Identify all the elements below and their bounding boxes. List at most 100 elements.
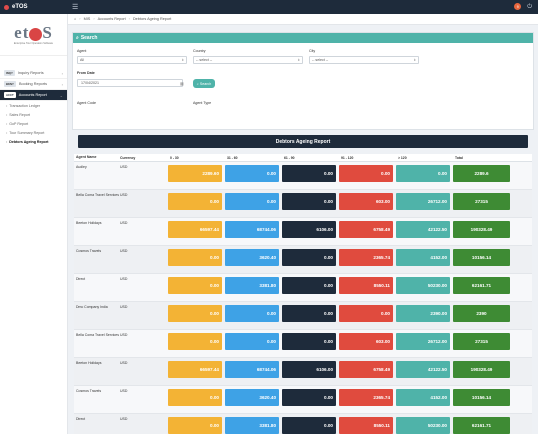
bullet-icon: • <box>6 139 8 144</box>
value-cell-wrap: 0.00 <box>168 333 225 350</box>
search-button[interactable]: ⌕ Search <box>193 79 215 88</box>
sidebar-sub-transaction-ledger[interactable]: • Transaction Ledger <box>6 103 41 108</box>
ageing-value-cell: 0.00 <box>282 249 336 266</box>
sidebar-sub-sales-report[interactable]: • Sales Report <box>6 112 31 117</box>
notification-badge[interactable]: 9 <box>514 3 522 10</box>
sidebar-item-booking-reports[interactable]: BKNY Booking Reports › <box>0 79 67 90</box>
country-select[interactable]: -- select -- ⇕ <box>193 56 303 64</box>
value-cell-wrap: 0.00 <box>168 417 225 434</box>
ageing-value-cell: 3620.40 <box>225 249 279 266</box>
currency-cell: USD <box>120 221 128 225</box>
total-cell: 2390 <box>453 305 510 322</box>
value-cell-wrap: 3620.40 <box>225 389 282 406</box>
currency-cell: USD <box>120 333 128 337</box>
sidebar-logo: et S Enterprise Tour Operation Software <box>0 14 67 56</box>
value-cell-wrap: 8550.11 <box>339 277 396 294</box>
ageing-value-cell: 6758.49 <box>339 361 393 378</box>
value-cell-wrap: 66597.44 <box>168 361 225 378</box>
value-cell-wrap: 3381.80 <box>225 277 282 294</box>
home-icon[interactable]: ⌂ <box>74 17 77 21</box>
ageing-value-cell: 66597.44 <box>168 221 222 238</box>
ageing-table: Agent Name Currency 0 - 30 31 - 60 61 - 90 91… <box>74 154 532 434</box>
select-arrow-icon: ⇕ <box>413 58 416 62</box>
column-header: > 120 <box>398 155 407 160</box>
ageing-value-cell: 0.00 <box>282 389 336 406</box>
ageing-value-cell: 26712.00 <box>396 193 450 210</box>
report-title: Debtors Ageing Report <box>78 135 528 148</box>
total-cell: 27315 <box>453 333 510 350</box>
value-cell-wrap: 27315 <box>453 193 510 210</box>
ageing-value-cell: 0.00 <box>168 417 222 434</box>
table-row: Audley USD 2289.60 0.00 0.00 0.00 0.00 2289.6 <box>74 162 532 190</box>
breadcrumb-item-accounts-report[interactable]: Accounts Report <box>97 17 126 21</box>
breadcrumb: ⌂ › MIS › Accounts Report › Debtors Agei… <box>68 14 538 25</box>
sidebar-sub-gop-report[interactable]: • GoP Report <box>6 121 29 126</box>
ageing-value-cell: 0.00 <box>282 305 336 322</box>
value-cell-wrap: 0.00 <box>168 193 225 210</box>
select-arrow-icon: ⇕ <box>181 58 184 62</box>
brand[interactable]: eTOS <box>0 0 68 14</box>
power-icon[interactable]: ⏻ <box>527 3 532 10</box>
table-row: Bella Coma Travel Services USD 0.00 0.00 0.0… <box>74 190 532 218</box>
ageing-value-cell: 0.00 <box>168 305 222 322</box>
breadcrumb-separator: › <box>93 17 95 21</box>
ageing-value-cell: 6758.49 <box>339 221 393 238</box>
bullet-icon: • <box>6 121 8 126</box>
hamburger-menu-icon[interactable]: ☰ <box>72 3 79 11</box>
search-panel-header: ⌕ Search <box>73 33 533 43</box>
value-cell-wrap: 0.00 <box>282 249 339 266</box>
currency-cell: USD <box>120 193 128 197</box>
table-row: Beeton Holidays USD 66597.44 68744.06 6106.0… <box>74 358 532 386</box>
ageing-value-cell: 2390.00 <box>396 305 450 322</box>
breadcrumb-separator: › <box>128 17 130 21</box>
table-body: Audley USD 2289.60 0.00 0.00 0.00 0.00 2289.6 Be… <box>74 162 532 434</box>
agent-type-label: Agent Type <box>193 101 212 105</box>
city-select[interactable]: -- select -- ⇕ <box>309 56 419 64</box>
value-cell-wrap: 0.00 <box>225 333 282 350</box>
search-panel: ⌕ Search Agent All ⇕ Country -- select --… <box>72 32 534 130</box>
logo-tagline: Enterprise Tour Operation Software <box>13 42 54 45</box>
ageing-value-cell: 603.00 <box>339 333 393 350</box>
main-content: ⌂ › MIS › Accounts Report › Debtors Agei… <box>68 14 538 434</box>
agent-select[interactable]: All ⇕ <box>77 56 187 64</box>
ageing-value-cell: 0.00 <box>225 165 279 182</box>
sidebar-item-accounts-report[interactable]: ACCT Accounts Report ⌄ <box>0 90 67 101</box>
ageing-value-cell: 0.00 <box>168 249 222 266</box>
value-cell-wrap: 62161.71 <box>453 417 510 434</box>
total-cell: 10156.14 <box>453 389 510 406</box>
chevron-down-icon: ⌄ <box>59 92 63 98</box>
currency-cell: USD <box>120 277 128 281</box>
calendar-icon[interactable]: ▦ <box>180 81 184 86</box>
total-cell: 62161.71 <box>453 277 510 294</box>
search-icon: ⌕ <box>76 35 79 41</box>
table-row: Beeton Holidays USD 66597.44 68744.06 6106.0… <box>74 218 532 246</box>
from-date-input[interactable]: 17/04/2021 <box>77 79 183 87</box>
value-cell-wrap: 6758.49 <box>339 221 396 238</box>
column-header: 0 - 30 <box>170 155 179 160</box>
sidebar-item-inquiry-reports[interactable]: INQY Inquiry Reports › <box>0 68 67 79</box>
total-cell: 190328.49 <box>453 221 510 238</box>
city-label: City <box>309 49 316 53</box>
sidebar-sub-tour-summary-report[interactable]: • Tour Summary Report <box>6 130 45 135</box>
agent-code-label: Agent Code <box>77 101 96 105</box>
value-cell-wrap: 0.00 <box>339 165 396 182</box>
value-cell-wrap: 2390.00 <box>396 305 453 322</box>
value-cell-wrap: 2289.60 <box>168 165 225 182</box>
ageing-value-cell: 0.00 <box>225 193 279 210</box>
sidebar-item-label: Booking Reports <box>18 82 48 86</box>
value-cell-wrap: 68744.06 <box>225 361 282 378</box>
ageing-value-cell: 50230.00 <box>396 277 450 294</box>
breadcrumb-item-mis[interactable]: MIS <box>83 17 91 21</box>
value-cell-wrap: 4152.00 <box>396 249 453 266</box>
value-cell-wrap: 2390 <box>453 305 510 322</box>
ageing-value-cell: 0.00 <box>168 193 222 210</box>
value-cell-wrap: 0.00 <box>396 165 453 182</box>
column-header: 61 - 90 <box>284 155 295 160</box>
chevron-right-icon: › <box>61 70 63 76</box>
sidebar-sub-debtors-ageing-report[interactable]: • Debtors Ageing Report <box>6 139 49 144</box>
value-cell-wrap: 190328.49 <box>453 361 510 378</box>
column-header: 31 - 60 <box>227 155 238 160</box>
ageing-value-cell: 0.00 <box>282 277 336 294</box>
ageing-value-cell: 0.00 <box>168 389 222 406</box>
table-row: Dmc Company India USD 0.00 0.00 0.00 0.00 2390… <box>74 302 532 330</box>
